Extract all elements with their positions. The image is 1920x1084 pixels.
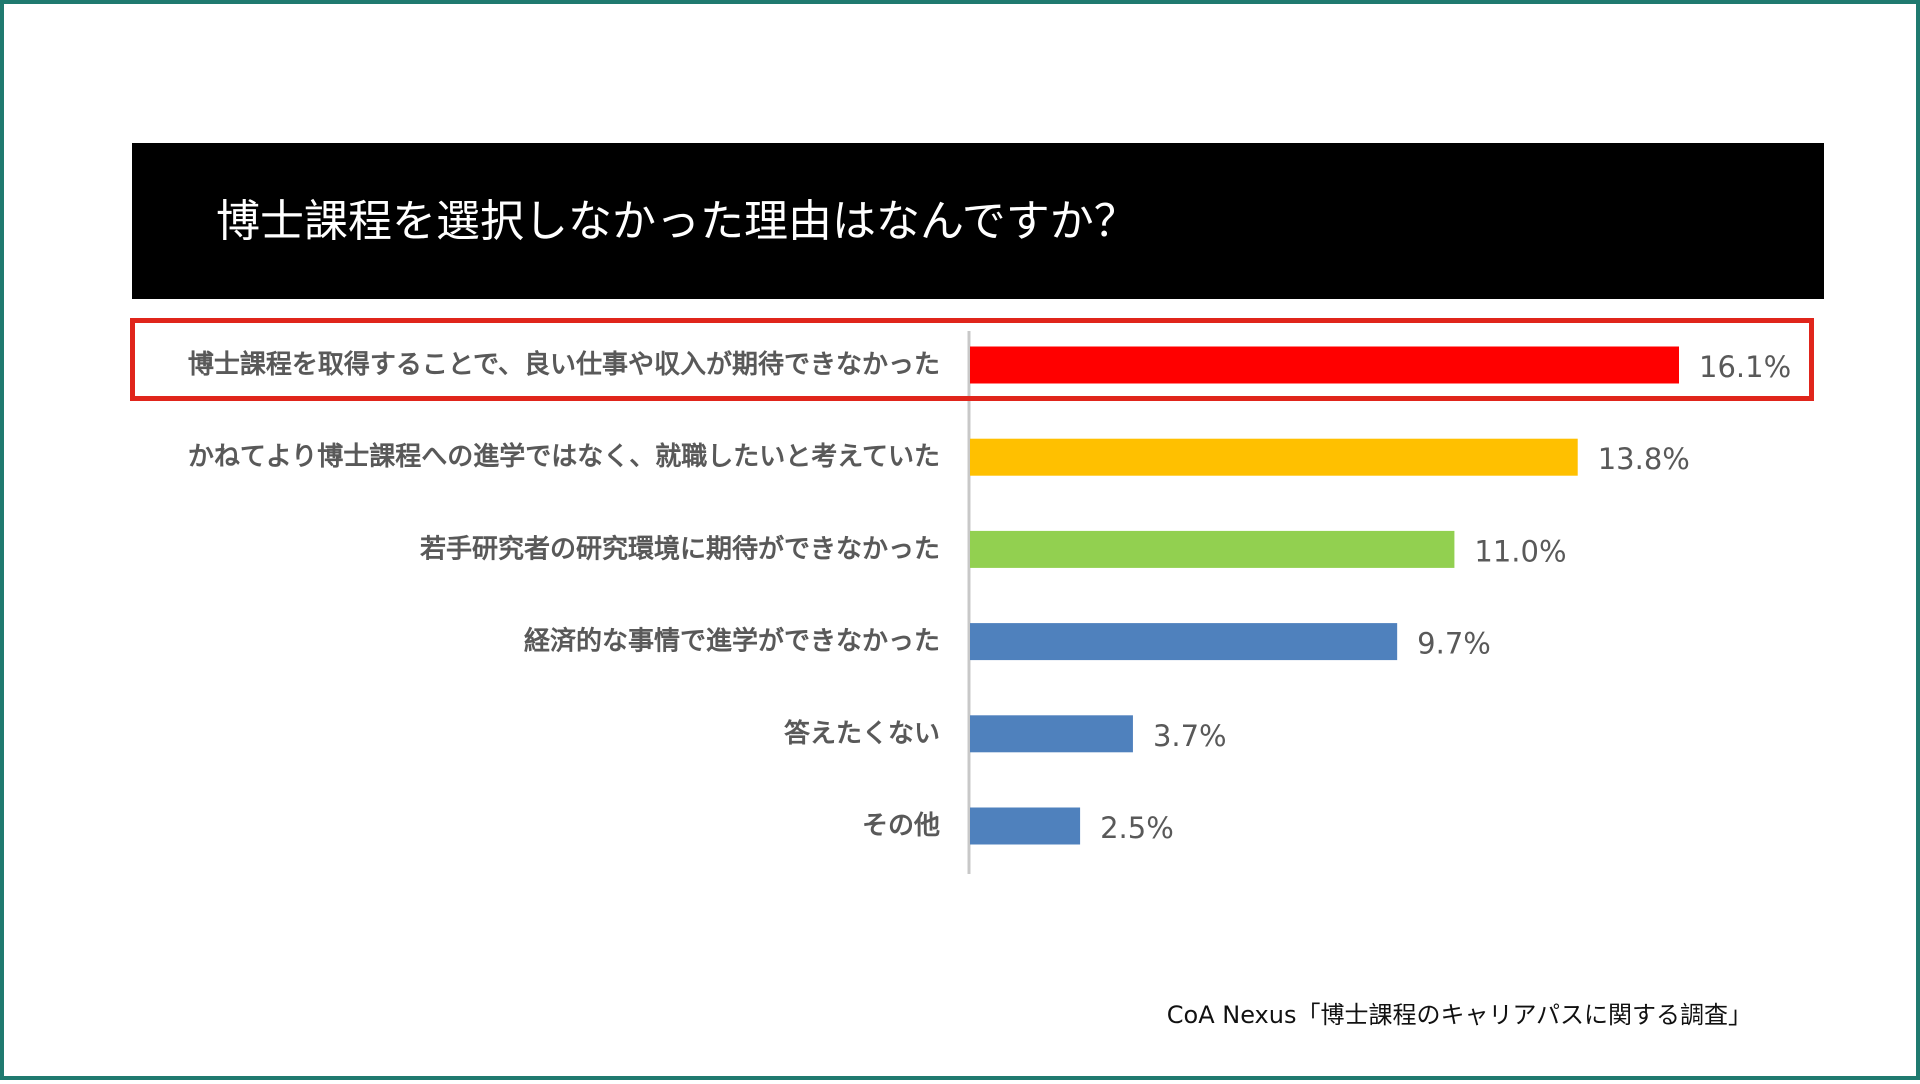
bar xyxy=(970,715,1133,753)
category-label: 経済的な事情で進学ができなかった xyxy=(524,626,940,657)
value-label: 13.8% xyxy=(1598,442,1690,476)
value-label: 3.7% xyxy=(1153,719,1227,753)
title-banner: 博士課程を選択しなかった理由はなんですか？ xyxy=(132,143,1824,299)
category-label: 答えたくない xyxy=(784,718,940,749)
bar xyxy=(970,623,1398,661)
category-label: かねてより博士課程への進学ではなく、就職したいと考えていた xyxy=(188,441,940,472)
category-label: 博士課程を取得することで、良い仕事や収入が期待できなかった xyxy=(188,349,940,380)
bar xyxy=(970,530,1455,568)
value-label: 9.7% xyxy=(1417,627,1491,661)
category-label: 若手研究者の研究環境に期待ができなかった xyxy=(420,533,940,564)
source-note: CoA Nexus「博士課程のキャリアパスに関する調査」 xyxy=(1166,1001,1752,1029)
bar xyxy=(970,346,1679,384)
value-label: 2.5% xyxy=(1100,811,1174,845)
value-label: 11.0% xyxy=(1474,534,1566,568)
value-label: 16.1% xyxy=(1699,350,1791,384)
bar xyxy=(970,438,1578,476)
bar-chart: 博士課程を取得することで、良い仕事や収入が期待できなかった 16.1% かねてより博… xyxy=(188,331,1791,874)
highlight-box xyxy=(130,318,1814,401)
category-label: その他 xyxy=(862,811,940,841)
slide-title: 博士課程を選択しなかった理由はなんですか？ xyxy=(216,196,1138,247)
bar xyxy=(970,807,1081,845)
